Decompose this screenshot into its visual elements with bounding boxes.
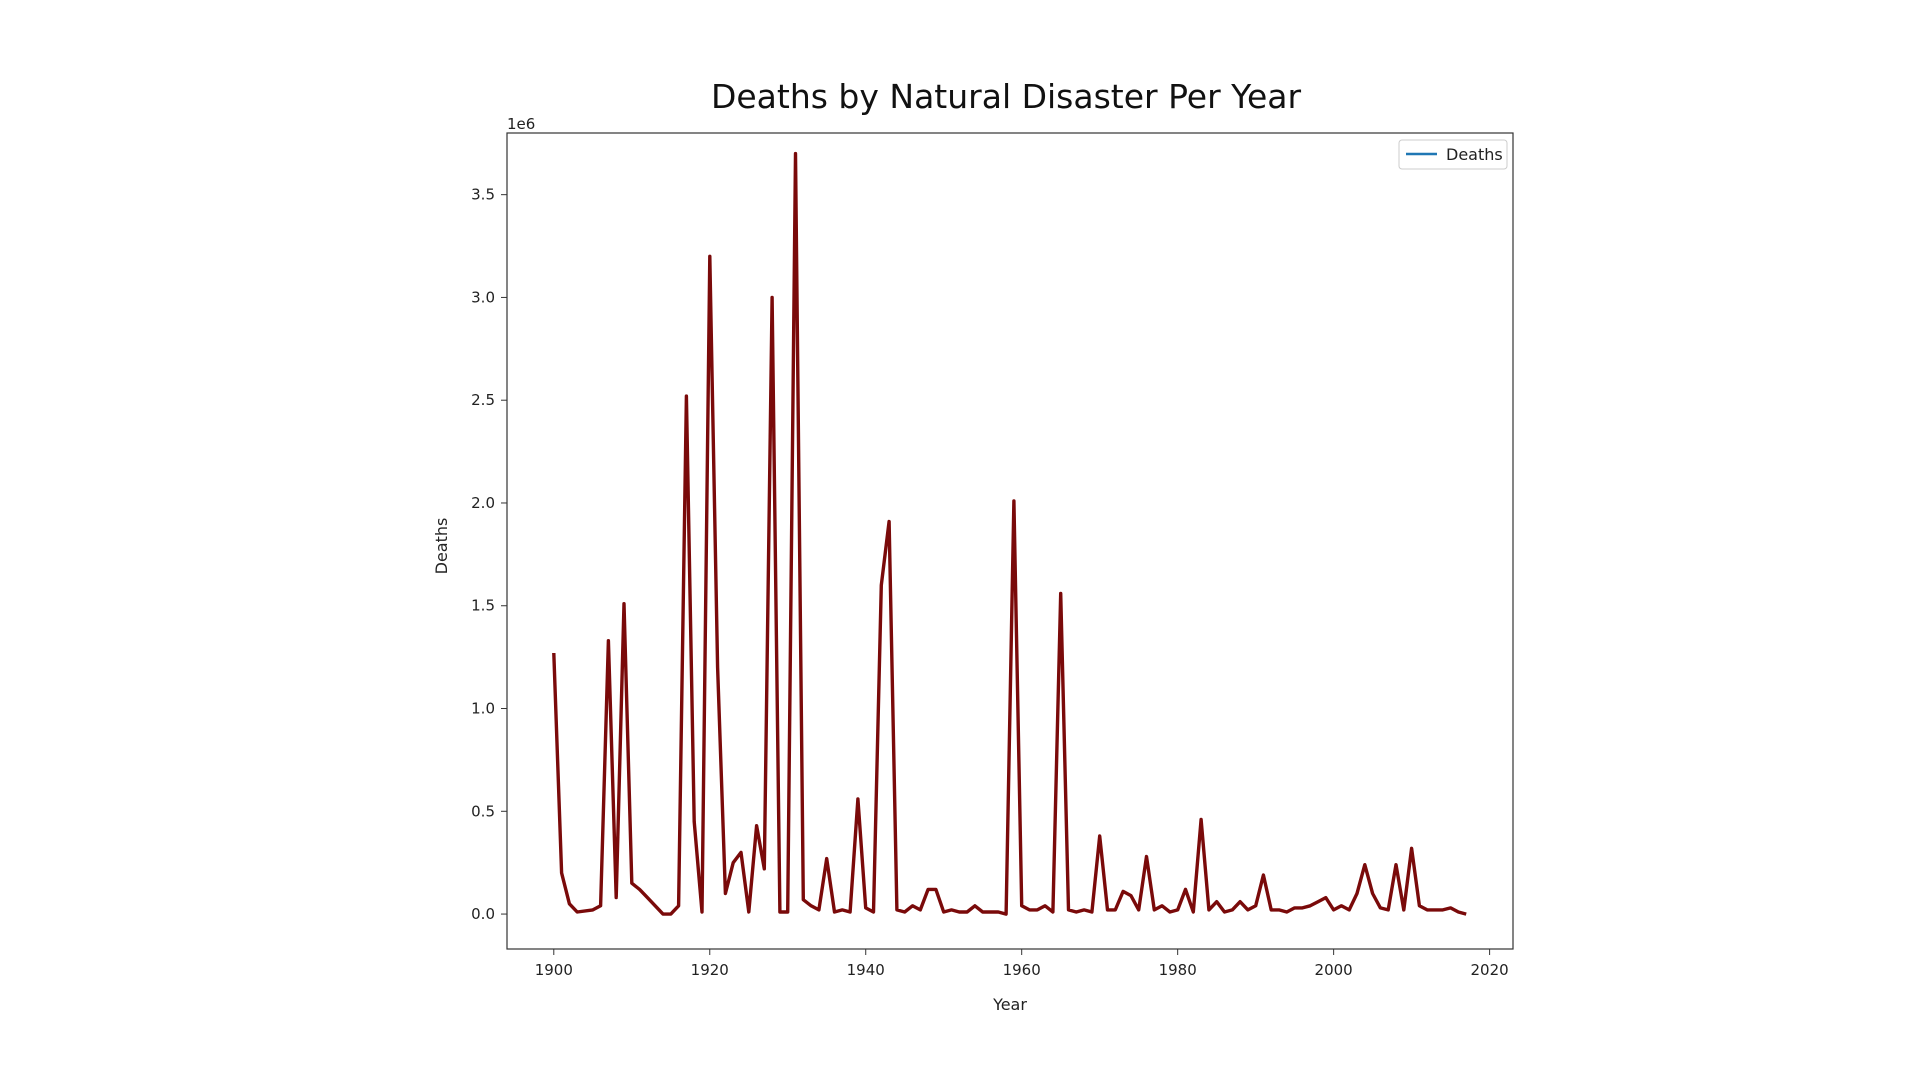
series-line-deaths — [552, 151, 1467, 916]
y-tick-label: 1.5 — [471, 597, 495, 615]
legend: Deaths — [1398, 139, 1508, 170]
y-axis: 0.0 0.5 1.0 1.5 2.0 2.5 3.0 3.5 — [471, 186, 507, 923]
y-axis-label: Deaths — [432, 518, 451, 575]
x-tick-label: 1940 — [847, 961, 885, 979]
y-tick-label: 3.5 — [471, 186, 495, 204]
x-axis-label: Year — [992, 995, 1027, 1014]
x-tick-label: 1920 — [691, 961, 729, 979]
legend-box — [1398, 139, 1508, 170]
y-tick-label: 0.0 — [471, 905, 495, 923]
y-tick-label: 3.0 — [471, 288, 495, 306]
x-tick-label: 1900 — [535, 961, 573, 979]
x-axis: 1900 1920 1940 1960 1980 2000 2020 — [535, 949, 1509, 979]
x-tick-label: 1960 — [1003, 961, 1041, 979]
legend-label-deaths: Deaths — [1446, 145, 1503, 164]
y-tick-label: 2.0 — [471, 494, 495, 512]
y-tick-label: 1.0 — [471, 700, 495, 718]
x-tick-label: 2020 — [1471, 961, 1509, 979]
chart-title: Deaths by Natural Disaster Per Year — [711, 77, 1302, 116]
plot-area — [506, 132, 1514, 950]
x-tick-label: 2000 — [1315, 961, 1353, 979]
y-tick-label: 0.5 — [471, 802, 495, 820]
x-tick-label: 1980 — [1159, 961, 1197, 979]
y-multiplier-label: 1e6 — [507, 115, 535, 133]
y-tick-label: 2.5 — [471, 391, 495, 409]
plot-frame — [506, 132, 1514, 950]
